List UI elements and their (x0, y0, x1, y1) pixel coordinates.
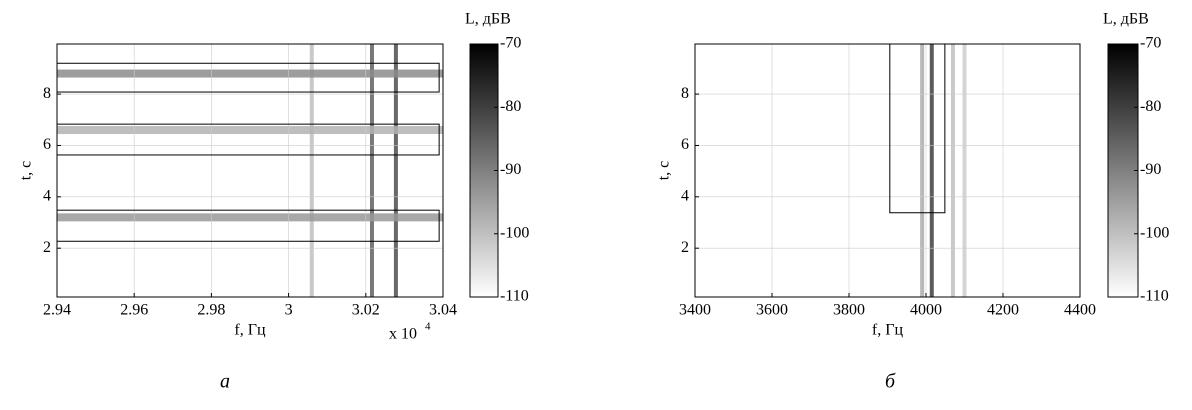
x-tick-label: 3600 (756, 302, 788, 319)
spectral-line (950, 44, 955, 297)
y-tick-label: 6 (681, 136, 689, 153)
x-tick-label: 4400 (1064, 302, 1096, 319)
y-tick-label: 2 (681, 239, 689, 256)
colorbar-tick-label: -70 (500, 35, 521, 52)
y-tick-label: 4 (43, 187, 51, 204)
x-tick-label: 3.02 (352, 302, 380, 319)
x-multiplier-power: 4 (425, 321, 431, 333)
y-axis-label: t, c (18, 161, 35, 181)
colorbar-tick-label: -110 (500, 288, 529, 305)
x-tick-label: 2.98 (197, 302, 225, 319)
plot-area (695, 44, 1080, 297)
x-tick-label: 3 (285, 302, 293, 319)
time-band (57, 213, 443, 222)
y-tick-label: 4 (681, 187, 689, 204)
y-tick-label: 2 (43, 239, 51, 256)
colorbar-tick-label: -110 (1140, 288, 1169, 305)
x-tick-label: 4000 (910, 302, 942, 319)
spectral-line (920, 44, 925, 297)
y-tick-label: 8 (43, 85, 51, 102)
x-axis-label: f, Гц (234, 322, 266, 339)
colorbar (469, 43, 499, 298)
colorbar (1107, 43, 1139, 298)
time-band (57, 69, 443, 78)
y-axis-label: t, c (656, 161, 673, 181)
colorbar-tick-label: -100 (500, 224, 529, 241)
colorbar-label: L, дБВ (1103, 11, 1149, 28)
panel-label: б (885, 371, 896, 393)
colorbar-tick-label: -100 (1140, 224, 1169, 241)
x-tick-label: 2.94 (43, 302, 71, 319)
colorbar-label: L, дБВ (465, 11, 511, 28)
x-tick-label: 4200 (987, 302, 1019, 319)
colorbar-tick-label: -90 (500, 161, 521, 178)
colorbar-tick-label: -70 (1140, 35, 1161, 52)
colorbar-tick-label: -90 (1140, 161, 1161, 178)
y-tick-label: 6 (43, 136, 51, 153)
colorbar-tick-label: -80 (1140, 98, 1161, 115)
axes-frame (56, 43, 444, 298)
axes-frame (694, 43, 1081, 298)
panel-label: а (220, 371, 230, 393)
y-tick-label: 8 (681, 85, 689, 102)
spectral-line (369, 44, 374, 297)
x-tick-label: 2.96 (120, 302, 148, 319)
x-axis-label: f, Гц (872, 322, 904, 339)
x-tick-label: 3800 (833, 302, 865, 319)
spectral-line (309, 44, 314, 297)
plot-area (57, 44, 443, 297)
time-band (57, 126, 443, 135)
x-tick-label: 3400 (679, 302, 711, 319)
x-tick-label: 3.04 (429, 302, 457, 319)
spectral-line (929, 44, 934, 297)
colorbar-tick-label: -80 (500, 98, 521, 115)
spectral-line (962, 44, 967, 297)
spectral-line (393, 44, 398, 297)
x-multiplier: x 10 (389, 326, 417, 343)
